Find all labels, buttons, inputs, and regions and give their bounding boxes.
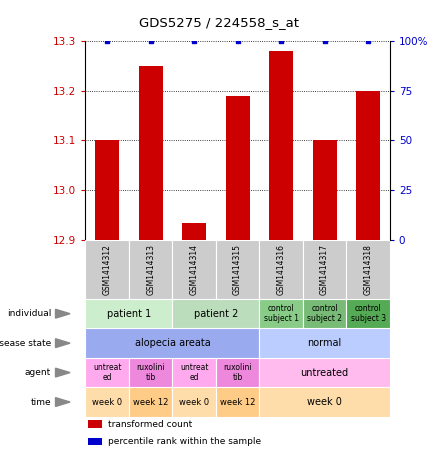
Point (278, 37, 285, 44)
Bar (216, 240, 259, 299)
Text: week 12: week 12 (220, 398, 255, 406)
Text: GSM1414318: GSM1414318 (364, 244, 373, 295)
Text: week 0: week 0 (92, 398, 122, 406)
Bar (85, 387, 129, 417)
Text: GSM1414313: GSM1414313 (146, 244, 155, 295)
Bar (259, 240, 303, 299)
Bar (95, 140, 119, 240)
Text: untreat
ed: untreat ed (93, 363, 121, 382)
Text: GSM1414316: GSM1414316 (277, 244, 286, 295)
Text: patient 2: patient 2 (194, 308, 238, 319)
Text: week 0: week 0 (179, 398, 209, 406)
Bar (259, 299, 303, 328)
Bar (85, 240, 129, 299)
Point (147, 37, 154, 44)
Bar (173, 358, 216, 387)
Text: alopecia areata: alopecia areata (134, 338, 210, 348)
Text: control
subject 2: control subject 2 (307, 304, 342, 323)
Bar (346, 299, 390, 328)
Bar (85, 328, 259, 358)
Text: GSM1414315: GSM1414315 (233, 244, 242, 295)
Text: ruxolini
tib: ruxolini tib (223, 363, 252, 382)
Bar (129, 387, 173, 417)
Text: untreat
ed: untreat ed (180, 363, 208, 382)
Bar (129, 240, 173, 299)
Text: ruxolini
tib: ruxolini tib (136, 363, 165, 382)
Text: week 12: week 12 (133, 398, 168, 406)
Bar (129, 358, 173, 387)
Point (321, 37, 328, 44)
Text: GSM1414314: GSM1414314 (190, 244, 198, 295)
Bar (173, 299, 259, 328)
Bar (139, 66, 162, 240)
Text: untreated: untreated (300, 367, 349, 378)
Bar (259, 358, 390, 387)
Bar (182, 223, 206, 240)
Text: control
subject 1: control subject 1 (264, 304, 299, 323)
Point (104, 37, 111, 44)
Text: control
subject 3: control subject 3 (350, 304, 385, 323)
Bar (88, 420, 102, 428)
Bar (88, 438, 102, 445)
Bar (85, 358, 129, 387)
Text: percentile rank within the sample: percentile rank within the sample (108, 438, 261, 446)
Text: agent: agent (25, 368, 51, 377)
Bar (303, 299, 346, 328)
Point (364, 37, 371, 44)
Bar (173, 387, 216, 417)
Bar (226, 96, 250, 240)
Polygon shape (56, 339, 70, 347)
Text: GSM1414317: GSM1414317 (320, 244, 329, 295)
Text: time: time (31, 398, 51, 406)
Bar (259, 387, 390, 417)
Text: week 0: week 0 (307, 397, 342, 407)
Text: disease state: disease state (0, 339, 51, 347)
Bar (259, 328, 390, 358)
Text: GDS5275 / 224558_s_at: GDS5275 / 224558_s_at (139, 16, 299, 29)
Bar (303, 240, 346, 299)
Polygon shape (56, 309, 70, 318)
Text: patient 1: patient 1 (107, 308, 151, 319)
Point (191, 37, 198, 44)
Text: normal: normal (307, 338, 342, 348)
Text: individual: individual (7, 309, 51, 318)
Bar (216, 358, 259, 387)
Bar (216, 387, 259, 417)
Bar (173, 240, 216, 299)
Text: transformed count: transformed count (108, 420, 192, 429)
Bar (313, 140, 336, 240)
Text: GSM1414312: GSM1414312 (102, 244, 112, 295)
Bar (346, 240, 390, 299)
Bar (356, 91, 380, 240)
Bar (269, 51, 293, 240)
Point (234, 37, 241, 44)
Bar (85, 299, 173, 328)
Polygon shape (56, 368, 70, 377)
Polygon shape (56, 398, 70, 406)
